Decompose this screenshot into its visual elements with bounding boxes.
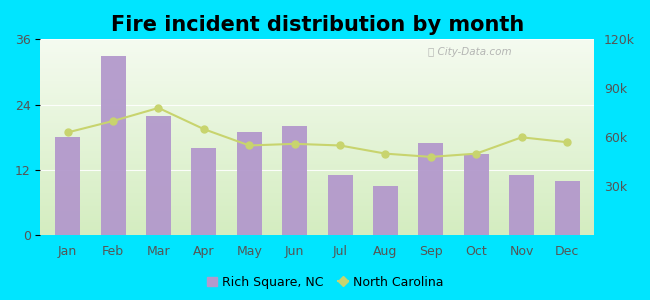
Bar <box>419 143 443 235</box>
Bar <box>463 154 489 235</box>
Bar <box>101 56 125 235</box>
Text: ⓘ City-Data.com: ⓘ City-Data.com <box>428 47 512 57</box>
Bar <box>146 116 171 235</box>
Legend: Rich Square, NC, North Carolina: Rich Square, NC, North Carolina <box>202 271 448 294</box>
Bar <box>554 181 580 235</box>
Bar <box>237 132 262 235</box>
Bar <box>509 176 534 235</box>
Title: Fire incident distribution by month: Fire incident distribution by month <box>111 15 524 35</box>
Bar <box>191 148 216 235</box>
Bar <box>55 137 80 235</box>
Bar <box>282 126 307 235</box>
Bar <box>328 176 352 235</box>
Bar <box>373 186 398 235</box>
